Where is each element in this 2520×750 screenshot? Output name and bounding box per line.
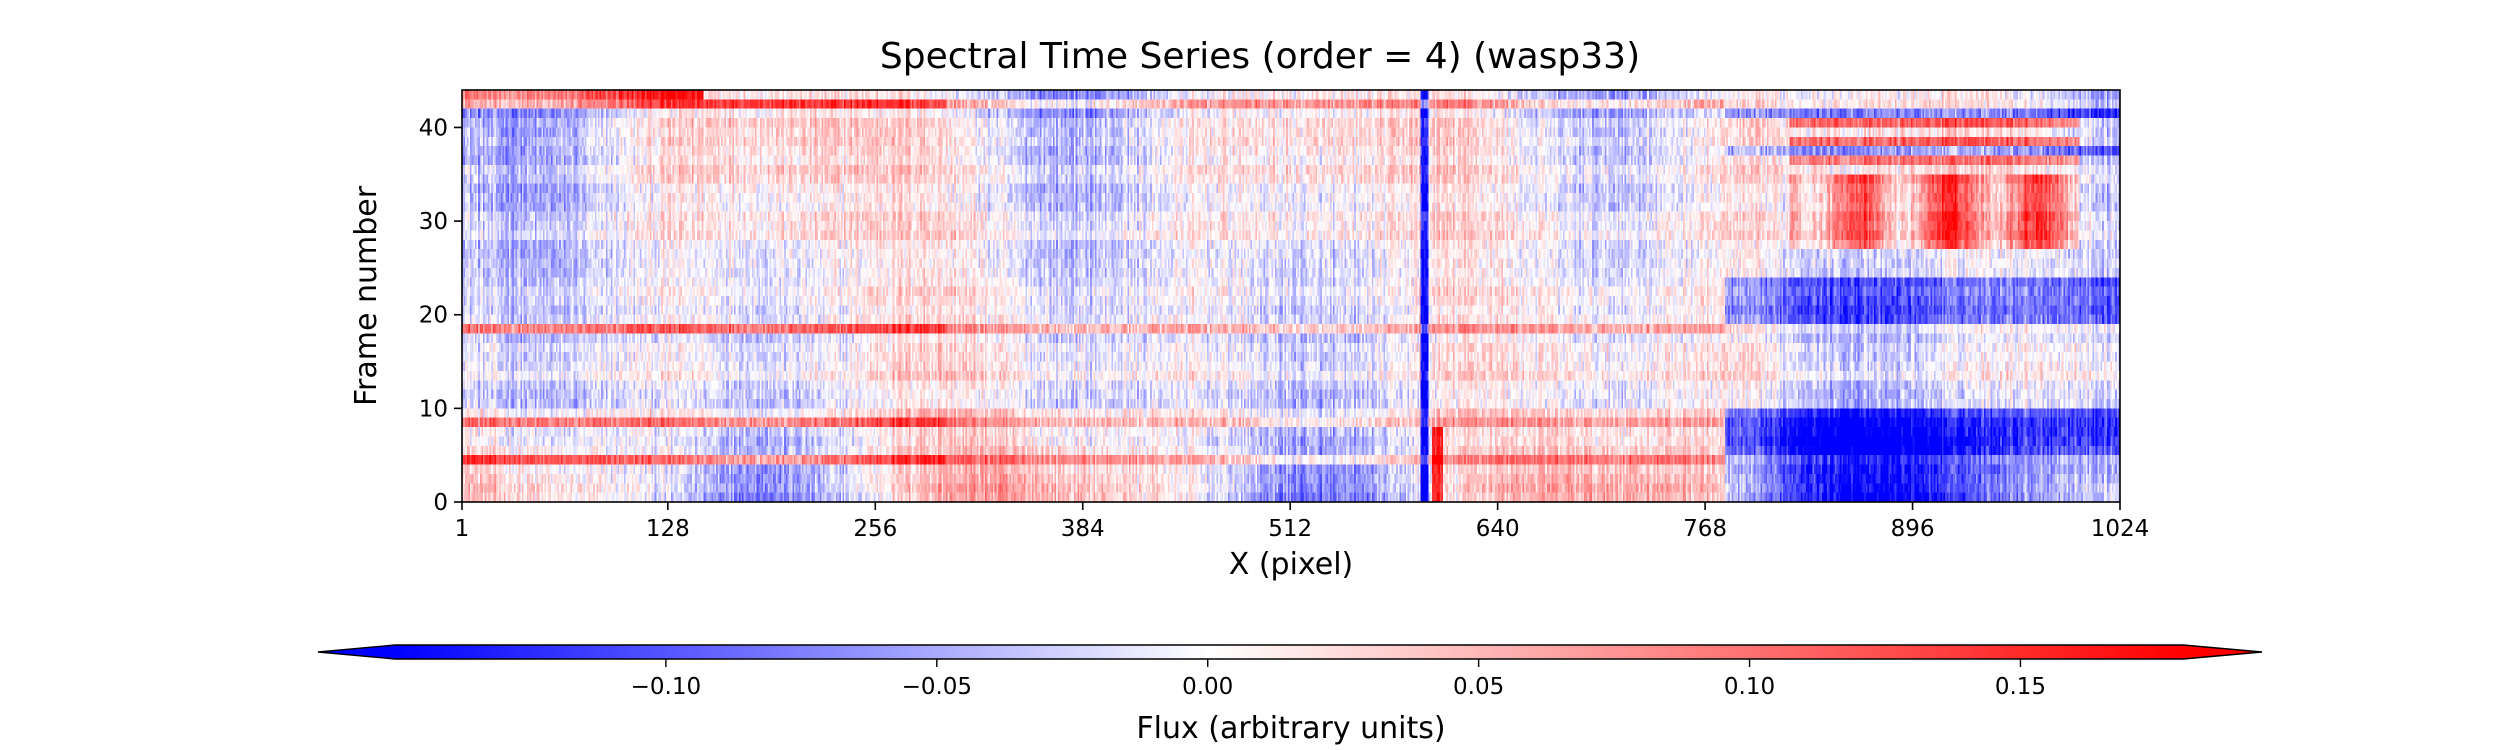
x-tick-label: 640 <box>1476 516 1520 542</box>
x-axis-label: X (pixel) <box>1229 547 1354 582</box>
colorbar-tick-label: 0.10 <box>1724 674 1775 700</box>
colorbar-tick-label: −0.05 <box>902 674 972 700</box>
y-tick-label: 0 <box>433 490 448 516</box>
colorbar-outline <box>317 644 2263 660</box>
y-axis: 0 10 20 30 40 <box>419 115 462 516</box>
colorbar-tick-label: 0.15 <box>1995 674 2046 700</box>
x-tick-label: 128 <box>646 516 690 542</box>
x-tick-label: 1024 <box>2091 516 2150 542</box>
x-tick-label: 384 <box>1061 516 1105 542</box>
heatmap-image <box>462 90 2120 502</box>
colorbar-tick-label: −0.10 <box>631 674 701 700</box>
colorbar-label: Flux (arbitrary units) <box>1136 711 1445 746</box>
x-tick-label: 1 <box>455 516 470 542</box>
y-tick-label: 40 <box>419 115 448 141</box>
colorbar-extend-low <box>318 645 395 659</box>
colorbar-tick-label: 0.05 <box>1453 674 1504 700</box>
x-tick-label: 256 <box>853 516 897 542</box>
chart-title: Spectral Time Series (order = 4) (wasp33… <box>880 36 1640 77</box>
x-tick-label: 512 <box>1268 516 1312 542</box>
colorbar-gradient <box>395 645 2183 659</box>
y-tick-label: 10 <box>419 396 448 422</box>
y-tick-label: 20 <box>419 303 448 329</box>
colorbar-extend-high <box>2183 645 2262 659</box>
colorbar-ticks: −0.10 −0.05 0.00 0.05 0.10 0.15 <box>631 659 2046 700</box>
colorbar: −0.10 −0.05 0.00 0.05 0.10 0.15 <box>317 644 2263 700</box>
y-tick-label: 30 <box>419 209 448 235</box>
plot-frame <box>461 89 2121 503</box>
x-tick-label: 896 <box>1891 516 1935 542</box>
colorbar-tick-label: 0.00 <box>1182 674 1233 700</box>
x-axis: 1 128 256 384 512 640 768 896 1024 <box>455 502 2150 542</box>
x-tick-label: 768 <box>1683 516 1727 542</box>
y-axis-label: Frame number <box>349 185 384 406</box>
